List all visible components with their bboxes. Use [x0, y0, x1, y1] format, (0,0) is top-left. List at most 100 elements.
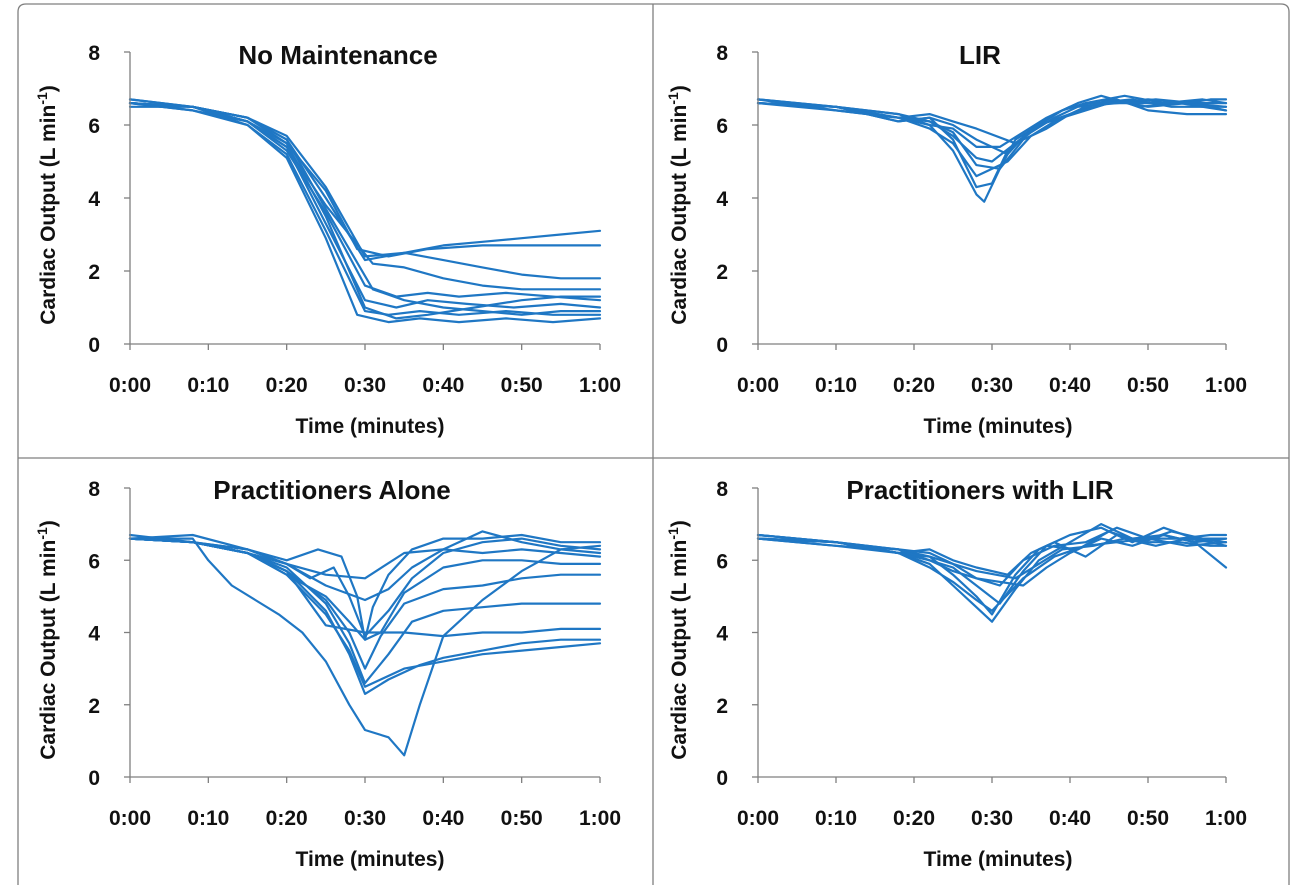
- y-axis-title-sup: -1: [665, 527, 681, 540]
- series-line-5: [756, 94, 1228, 156]
- y-tick-label: 4: [88, 188, 100, 211]
- chart-title: Practitioners with LIR: [846, 475, 1113, 505]
- x-axis-title: Time (minutes): [924, 848, 1073, 871]
- x-tick-label: 0:20: [266, 807, 308, 830]
- series-line-7: [756, 98, 1228, 178]
- y-axis-title: Cardiac Output (L min-1): [34, 85, 60, 325]
- x-tick-label: 0:10: [187, 807, 229, 830]
- series-line-11: [128, 537, 602, 638]
- chart-0-lines: [128, 98, 602, 324]
- series-line-4: [128, 102, 602, 291]
- y-tick-label: 6: [716, 115, 728, 138]
- chart-1-axes: [757, 52, 1226, 345]
- x-tick-label: 0:30: [344, 807, 386, 830]
- y-axis-title-sup: -1: [34, 92, 50, 105]
- series-line-10: [128, 102, 602, 320]
- x-tick-label: 0:00: [109, 807, 151, 830]
- y-axis-title: Cardiac Output (L min-1): [665, 520, 691, 760]
- y-tick-label: 2: [716, 261, 728, 284]
- x-axis-title: Time (minutes): [924, 415, 1073, 438]
- chart-0-xticks: 0:00 0:10 0:20 0:30 0:40 0:50 1:00: [109, 344, 621, 397]
- y-axis-title-sup: -1: [665, 92, 681, 105]
- x-tick-label: 0:10: [815, 807, 857, 830]
- x-tick-label: 1:00: [1205, 807, 1247, 830]
- x-tick-label: 0:00: [109, 374, 151, 397]
- series-line-7: [128, 102, 602, 316]
- chart-3-xticks: 0:00 0:10 0:20 0:30 0:40 0:50 1:00: [737, 777, 1247, 830]
- x-tick-label: 0:50: [1127, 374, 1169, 397]
- y-axis-title: Cardiac Output (L min-1): [34, 520, 60, 760]
- y-tick-label: 2: [88, 261, 100, 284]
- series-line-8: [756, 98, 1228, 163]
- chart-title: Practitioners Alone: [213, 475, 450, 505]
- x-tick-label: 0:50: [501, 374, 543, 397]
- y-tick-label: 0: [716, 767, 728, 790]
- x-tick-label: 1:00: [1205, 374, 1247, 397]
- y-axis-title-main: Cardiac Output (L min: [668, 105, 691, 325]
- y-axis-title: Cardiac Output (L min-1): [665, 85, 691, 325]
- chart-lir: 0 2 4 6 8 0:00 0:10 0:20 0:30 0:40 0:50 1:00 LIR T…: [665, 40, 1247, 438]
- series-line-1: [128, 537, 602, 757]
- series-line-7: [128, 537, 602, 638]
- chart-practitioners-with-lir: 0 2 4 6 8 0:00 0:10 0:20 0:30 0:40 0:50 1:00 Pract…: [665, 475, 1247, 871]
- x-tick-label: 0:20: [893, 807, 935, 830]
- y-tick-label: 4: [716, 623, 728, 646]
- x-tick-label: 0:10: [815, 374, 857, 397]
- y-tick-label: 8: [716, 42, 728, 65]
- series-line-2: [756, 98, 1228, 189]
- y-tick-label: 2: [88, 695, 100, 718]
- chart-0-yticks: 0 2 4 6 8: [88, 42, 130, 357]
- chart-3-yticks: 0 2 4 6 8: [716, 478, 758, 790]
- y-axis-title-close: ): [37, 520, 60, 527]
- x-tick-label: 0:40: [1049, 374, 1091, 397]
- chart-1-lines: [756, 94, 1228, 203]
- series-line-1: [128, 102, 602, 262]
- y-tick-label: 4: [88, 623, 100, 646]
- chart-2-yticks: 0 2 4 6 8: [88, 478, 130, 790]
- chart-3-lines: [756, 523, 1228, 623]
- y-tick-label: 8: [88, 478, 100, 501]
- chart-2-lines: [128, 530, 602, 757]
- series-line-5: [128, 102, 602, 302]
- series-line-9: [128, 102, 602, 316]
- y-tick-label: 6: [88, 115, 100, 138]
- chart-title: LIR: [959, 40, 1001, 70]
- x-tick-label: 1:00: [579, 807, 621, 830]
- x-tick-label: 0:40: [422, 374, 464, 397]
- y-axis-title-main: Cardiac Output (L min: [37, 540, 60, 760]
- y-tick-label: 0: [88, 767, 100, 790]
- x-tick-label: 0:30: [971, 374, 1013, 397]
- series-line-7: [756, 533, 1228, 587]
- x-tick-label: 0:40: [422, 807, 464, 830]
- chart-practitioners-alone: 0 2 4 6 8 0:00 0:10 0:20 0:30 0:40 0:50 1:00 Pract…: [34, 475, 621, 871]
- panel-frame: [17, 3, 1290, 885]
- y-tick-label: 8: [716, 478, 728, 501]
- chart-1-xticks: 0:00 0:10 0:20 0:30 0:40 0:50 1:00: [737, 344, 1247, 397]
- x-tick-label: 0:20: [893, 374, 935, 397]
- x-tick-label: 0:40: [1049, 807, 1091, 830]
- series-line-8: [756, 533, 1228, 612]
- chart-no-maintenance: 0 2 4 6 8 0:00 0:10 0:20 0:30 0:40 0:50 1:00 No Ma…: [34, 40, 621, 438]
- y-tick-label: 6: [88, 550, 100, 573]
- x-tick-label: 0:10: [187, 374, 229, 397]
- y-tick-label: 0: [88, 334, 100, 357]
- y-axis-title-close: ): [668, 520, 691, 527]
- x-tick-label: 0:50: [501, 807, 543, 830]
- x-axis-title: Time (minutes): [296, 415, 445, 438]
- y-tick-label: 6: [716, 550, 728, 573]
- x-tick-label: 0:30: [971, 807, 1013, 830]
- chart-1-yticks: 0 2 4 6 8: [716, 42, 758, 357]
- x-tick-label: 0:00: [737, 374, 779, 397]
- series-line-1: [756, 98, 1228, 203]
- chart-2-xticks: 0:00 0:10 0:20 0:30 0:40 0:50 1:00: [109, 777, 621, 830]
- x-tick-label: 0:00: [737, 807, 779, 830]
- y-tick-label: 0: [716, 334, 728, 357]
- y-tick-label: 2: [716, 695, 728, 718]
- series-line-10: [128, 537, 602, 580]
- x-tick-label: 0:50: [1127, 807, 1169, 830]
- y-tick-label: 4: [716, 188, 728, 211]
- series-line-2: [128, 102, 602, 258]
- series-line-4: [128, 533, 602, 685]
- series-line-6: [756, 537, 1228, 580]
